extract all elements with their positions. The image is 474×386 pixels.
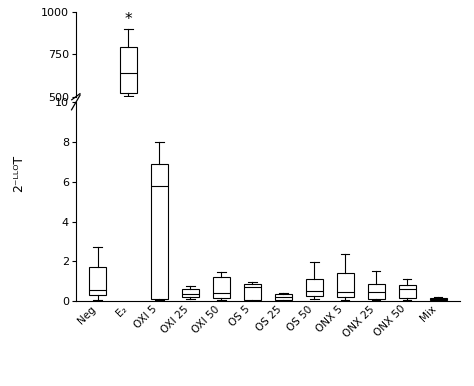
PathPatch shape — [151, 181, 168, 182]
Text: 2⁻ᴸᴸᴼT: 2⁻ᴸᴸᴼT — [12, 155, 26, 192]
Text: *: * — [125, 12, 132, 27]
PathPatch shape — [89, 267, 106, 295]
PathPatch shape — [213, 277, 230, 298]
PathPatch shape — [306, 279, 323, 296]
PathPatch shape — [337, 273, 354, 297]
PathPatch shape — [429, 298, 447, 300]
PathPatch shape — [399, 285, 416, 298]
PathPatch shape — [368, 284, 385, 299]
PathPatch shape — [182, 289, 199, 297]
PathPatch shape — [275, 294, 292, 300]
PathPatch shape — [120, 47, 137, 93]
PathPatch shape — [151, 164, 168, 299]
PathPatch shape — [244, 284, 261, 300]
